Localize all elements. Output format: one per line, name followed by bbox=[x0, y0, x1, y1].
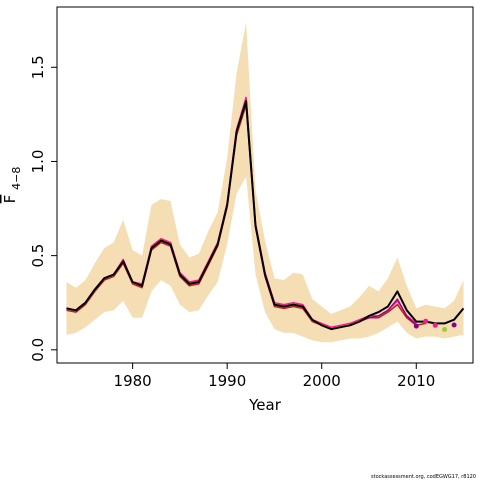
y-axis-title-sub: 4−8 bbox=[10, 167, 23, 190]
series-line-1 bbox=[66, 100, 465, 331]
y-tick-label: 0.5 bbox=[29, 244, 47, 268]
end-point-1 bbox=[413, 323, 419, 329]
plot-frame bbox=[56, 6, 474, 364]
end-point-5 bbox=[451, 322, 457, 328]
footer-note: stockassessment.org, codEGWG17, r8120 bbox=[371, 474, 476, 480]
end-points-layer bbox=[413, 318, 457, 332]
confidence-band bbox=[66, 22, 464, 343]
y-tick-label: 0.0 bbox=[29, 338, 47, 362]
x-tick-label: 2000 bbox=[303, 372, 341, 390]
x-tick-label: 1980 bbox=[114, 372, 152, 390]
y-axis: 0.0 0.5 1.0 1.5 bbox=[29, 55, 57, 362]
series-layer bbox=[66, 96, 465, 331]
y-axis-title: F 4−8 bbox=[1, 167, 23, 204]
x-tick-label: 1990 bbox=[208, 372, 246, 390]
y-tick-label: 1.0 bbox=[29, 150, 47, 174]
y-tick-label: 1.5 bbox=[29, 55, 47, 79]
end-point-2 bbox=[423, 318, 429, 324]
x-axis: 1980 1990 2000 2010 bbox=[114, 363, 435, 390]
end-point-3 bbox=[432, 322, 438, 328]
x-axis-title: Year bbox=[248, 396, 282, 414]
y-axis-title-main: F bbox=[1, 195, 19, 204]
end-point-4 bbox=[442, 327, 448, 332]
x-tick-label: 2010 bbox=[397, 372, 435, 390]
confidence-band-layer bbox=[66, 22, 464, 343]
svg-text:F 4−8: F 4−8 bbox=[1, 167, 23, 204]
